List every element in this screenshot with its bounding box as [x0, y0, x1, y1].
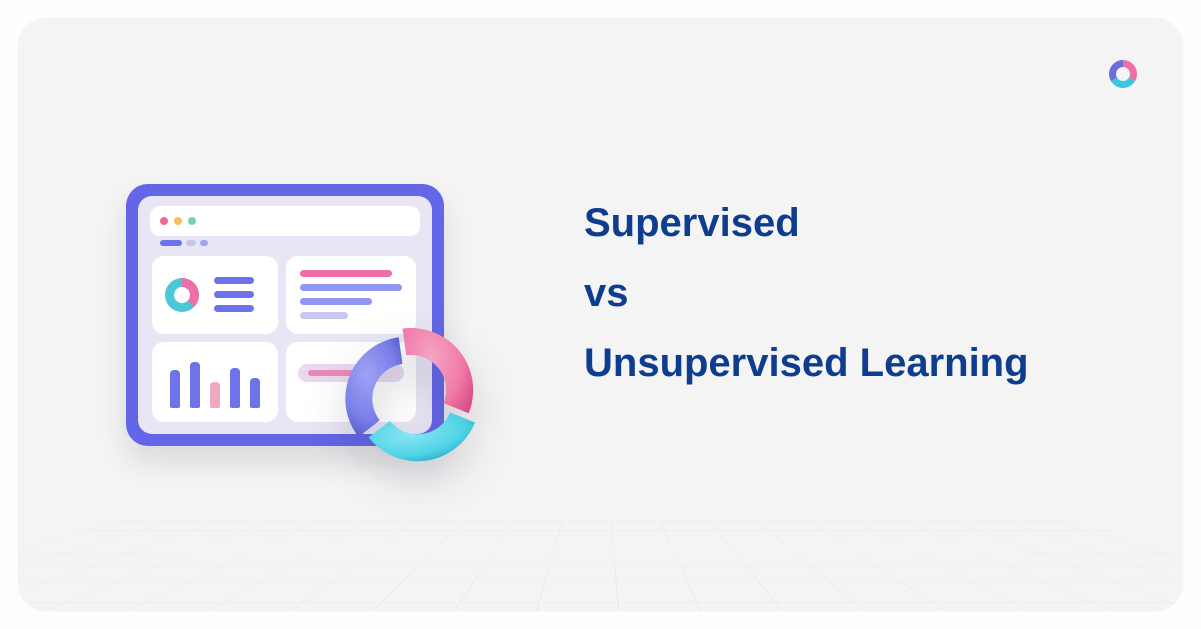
panel-bar-chart	[152, 342, 278, 422]
window-sub-chips	[160, 240, 208, 246]
sub-chip	[186, 240, 196, 246]
floor-grid	[18, 545, 1183, 611]
window-dot-red	[160, 217, 168, 225]
bar-group	[170, 362, 260, 408]
hero-card: Supervised vs Unsupervised Learning	[18, 18, 1183, 611]
bar	[190, 362, 200, 408]
bar	[250, 378, 260, 408]
text-line	[300, 284, 402, 291]
list-line	[214, 291, 254, 298]
headline-line-2: vs	[584, 258, 1164, 328]
window-dot-green	[188, 217, 196, 225]
bar	[210, 382, 220, 408]
bar	[170, 370, 180, 408]
headline: Supervised vs Unsupervised Learning	[584, 188, 1164, 398]
window-bar	[150, 206, 420, 236]
bar	[230, 368, 240, 408]
text-line	[300, 298, 372, 305]
list-line	[214, 305, 254, 312]
text-line	[300, 270, 392, 277]
canvas: Supervised vs Unsupervised Learning	[0, 0, 1201, 629]
headline-line-3: Unsupervised Learning	[584, 328, 1164, 398]
sub-chip	[160, 240, 182, 246]
small-donut-icon	[162, 275, 202, 315]
panel-donut-list	[152, 256, 278, 334]
sub-chip	[200, 240, 208, 246]
list-line	[214, 277, 254, 284]
big-donut-icon	[332, 316, 492, 481]
window-dot-yellow	[174, 217, 182, 225]
brand-donut-icon	[1105, 56, 1141, 97]
headline-line-1: Supervised	[584, 188, 1164, 258]
